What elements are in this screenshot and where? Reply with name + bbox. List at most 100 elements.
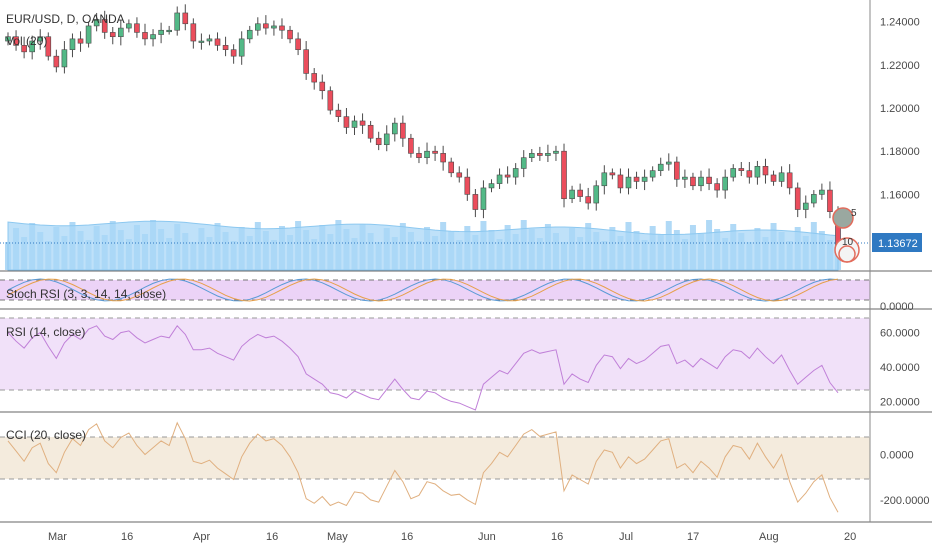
candle-up [601,172,608,187]
candle-down [786,172,793,189]
candle-down [134,23,140,33]
candle-down [214,38,221,46]
time-axis[interactable]: Mar 16 Apr 16 May 16 Jun 16 Jul 17 Aug 2… [48,531,856,543]
candle-up [722,176,728,191]
candle-down [343,116,350,128]
candle-up [553,150,559,154]
candle-up [383,133,390,146]
x-tick: Apr [193,531,210,543]
stoch-rsi-band [0,280,870,300]
candle-down [714,183,720,191]
rsi-line [7,324,839,411]
candle-down [464,176,471,195]
candle-up [488,183,495,189]
candle-up [255,23,261,31]
candle-up [698,176,704,187]
rsi-tick: 20.0000 [880,396,920,408]
candle-down [794,187,801,210]
stoch-rsi-label: Stoch RSI (3, 3, 14, 14, close) [6,287,166,301]
x-tick: 16 [266,531,278,543]
event-marker-10[interactable]: 10 [834,237,860,263]
candle-down [706,176,712,184]
event-circle-icon [832,207,854,229]
candle-up [480,187,487,210]
candle-down [585,196,591,204]
candle-up [496,174,503,184]
cci-label: CCI (20, close) [6,428,86,442]
candle-up [625,176,632,189]
event-marker-label: 10 [842,237,854,248]
symbol-label: EUR/USD, D, OANDA [6,12,125,26]
candle-up [819,189,825,195]
candle-down [537,153,543,156]
x-tick: 16 [121,531,133,543]
candle-down [617,174,624,189]
candle-down [762,166,769,176]
x-tick: 16 [551,531,563,543]
candle-up [569,189,575,200]
x-tick: 16 [401,531,413,543]
candle-down [287,29,293,40]
candle-up [528,153,535,158]
candle-up [166,29,172,33]
candle-up [778,172,785,182]
x-tick: Jul [619,531,633,543]
candle-up [93,19,100,27]
candle-down [182,12,189,25]
candle-down [609,172,616,176]
rsi-tick: 40.0000 [880,362,920,374]
candle-up [206,38,213,42]
candle-up [641,176,648,182]
cci-tick: -200.0000 [880,495,930,507]
candle-down [335,109,342,117]
candle-up [351,120,358,128]
event-circle-icon [838,245,856,263]
candle-down [375,137,382,146]
candle-up [593,185,600,204]
candle-down [263,23,269,29]
price-tick: 1.20000 [880,103,920,115]
candle-down [109,32,116,38]
candle-up [118,27,124,38]
candle-down [295,38,301,50]
price-tick: 1.16000 [880,189,920,201]
candle-down [230,49,237,57]
candle-down [674,161,680,180]
candle-down [432,150,438,154]
candle-up [174,12,181,31]
candle-down [222,45,229,50]
rsi-axis: 60.0000 40.0000 20.0000 [880,328,920,409]
candlesticks[interactable] [5,4,841,254]
candle-down [142,32,148,40]
cci-line [7,421,839,513]
x-tick: 20 [844,531,856,543]
stoch-k-line [7,278,839,302]
candle-down [577,189,583,197]
stoch-d-line [7,278,839,302]
candle-down [53,55,60,68]
last-price-tag [872,233,922,252]
event-marker-label: 5 [851,208,857,219]
candle-down [311,73,318,83]
stoch-tick: 0.0000 [880,301,914,313]
candle-up [682,176,688,180]
candle-down [738,168,745,171]
candle-up [37,36,44,42]
candle-down [746,170,753,178]
stoch-rsi-lines [7,278,839,302]
candle-up [754,166,761,178]
candle-down [690,176,696,187]
candle-up [649,170,656,178]
candle-down [319,81,326,92]
candle-up [238,38,245,57]
x-tick: May [327,531,348,543]
volume-ma-area [7,220,839,271]
candle-up [126,23,132,29]
candle-up [512,168,519,178]
event-marker-5[interactable]: 5 [832,207,857,229]
candle-up [158,29,164,35]
price-axis[interactable]: 1.24000 1.22000 1.20000 1.18000 1.16000 [880,17,920,202]
candle-down [416,153,422,158]
candle-up [811,194,817,204]
